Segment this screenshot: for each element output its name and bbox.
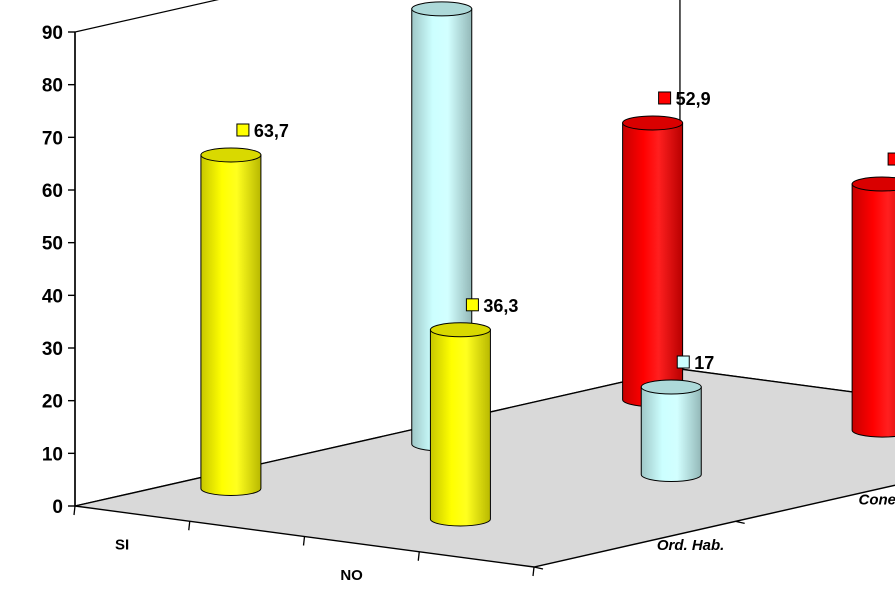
depth-tick bbox=[534, 567, 543, 569]
y-tick-label: 50 bbox=[42, 234, 63, 255]
bar bbox=[641, 380, 701, 482]
depth-tick bbox=[736, 521, 745, 523]
bar-top bbox=[641, 380, 701, 394]
data-label: 52,9 bbox=[676, 89, 711, 109]
data-label-key bbox=[466, 299, 478, 311]
data-label: 17 bbox=[694, 353, 714, 373]
y-tick-label: 60 bbox=[42, 181, 63, 202]
bar-body bbox=[623, 123, 683, 407]
y-tick-label: 80 bbox=[42, 76, 63, 97]
y-tick-label: 20 bbox=[42, 392, 63, 413]
y-tick-label: 30 bbox=[42, 339, 63, 360]
bar-body bbox=[852, 184, 895, 437]
bar-top bbox=[412, 2, 472, 16]
y-tick-label: 40 bbox=[42, 286, 63, 307]
data-label: 63,7 bbox=[254, 121, 289, 141]
x-tick bbox=[304, 537, 305, 546]
bar bbox=[201, 148, 261, 495]
bar-body bbox=[201, 155, 261, 495]
bar bbox=[623, 116, 683, 407]
x-tick-label: SI bbox=[115, 536, 129, 553]
bar bbox=[852, 177, 895, 437]
y-axis: 0 10 20 30 40 50 60 70 80 90 bbox=[42, 23, 75, 518]
x-tick-label: NO bbox=[340, 567, 363, 584]
x-tick bbox=[74, 506, 75, 515]
bar bbox=[430, 323, 490, 526]
bar-body bbox=[430, 330, 490, 526]
bar-top bbox=[623, 116, 683, 130]
series-label: Conex. Hab. bbox=[859, 492, 895, 509]
y-tick-label: 0 bbox=[52, 497, 63, 518]
data-label-key bbox=[888, 153, 895, 165]
data-label-key bbox=[237, 124, 249, 136]
x-tick bbox=[189, 521, 190, 530]
y-tick-label: 90 bbox=[42, 23, 63, 44]
x-tick bbox=[418, 552, 419, 561]
data-label-key bbox=[659, 92, 671, 104]
data-label: 36,3 bbox=[483, 296, 518, 316]
x-tick bbox=[533, 567, 534, 576]
bar-top bbox=[201, 148, 261, 162]
bar-body bbox=[641, 387, 701, 482]
data-label-key bbox=[677, 356, 689, 368]
bar-top bbox=[430, 323, 490, 337]
series-label: Ord. Hab. bbox=[657, 537, 725, 554]
y-tick-label: 10 bbox=[42, 444, 63, 465]
y-tick-label: 70 bbox=[42, 128, 63, 149]
